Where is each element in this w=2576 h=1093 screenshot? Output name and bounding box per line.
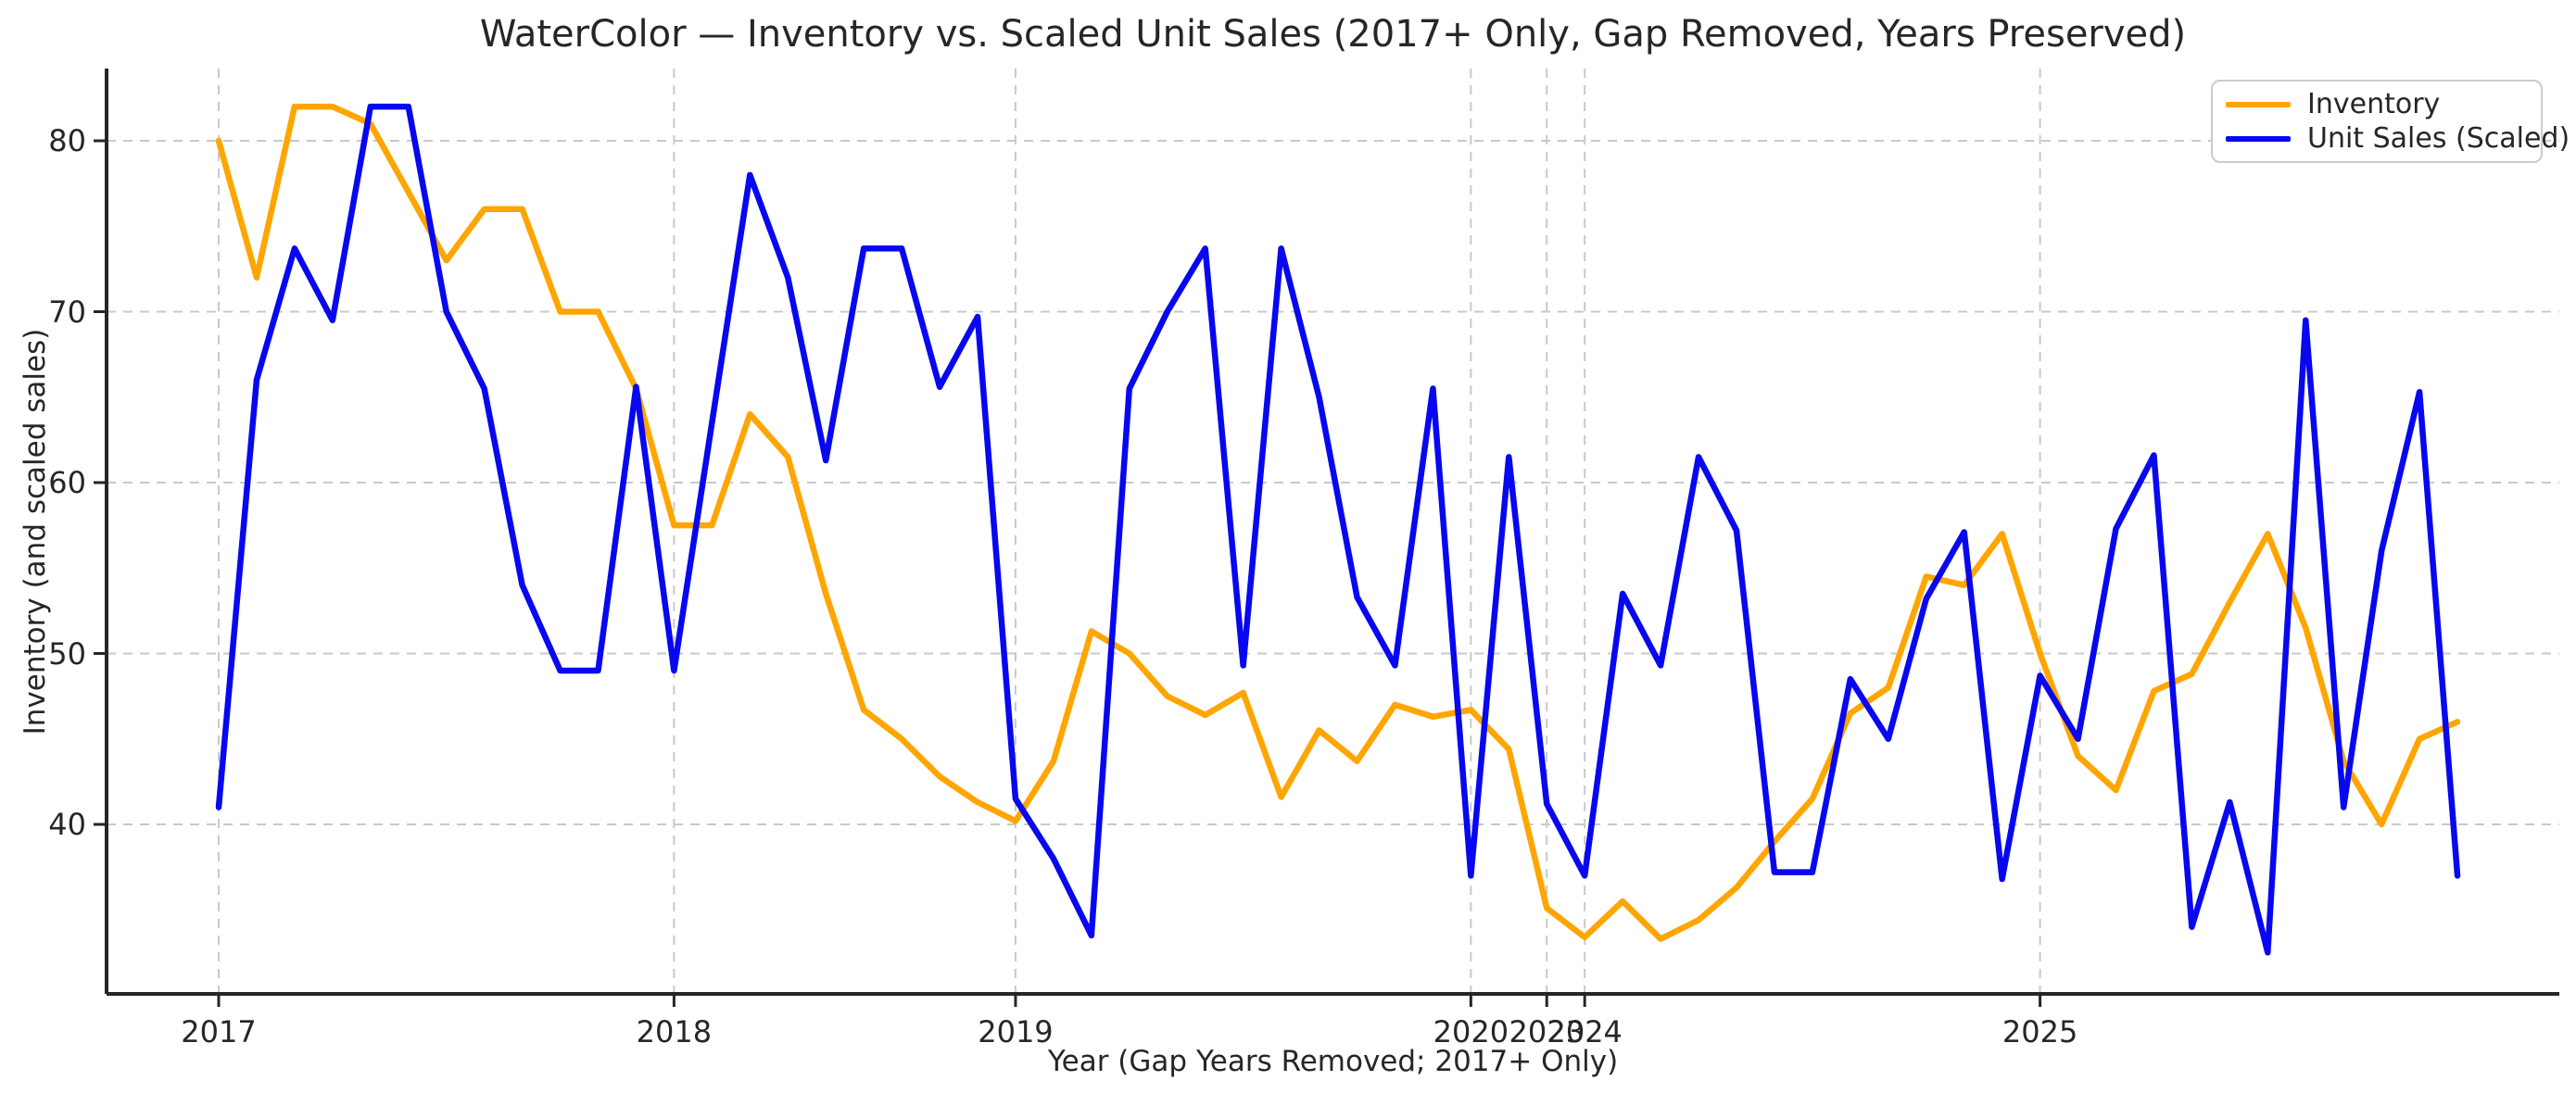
legend-item-unit-sales: Unit Sales (Scaled) <box>2226 122 2570 156</box>
x-axis-label: Year (Gap Years Removed; 2017+ Only) <box>1047 1045 1619 1078</box>
unit-sales-line <box>215 103 2461 956</box>
y-tick-label-50: 50 <box>48 635 86 672</box>
y-tick-label-60: 60 <box>48 465 86 500</box>
y-tick-label-40: 40 <box>48 807 86 842</box>
x-tick-label-2020: 2020 <box>1433 1014 1509 1049</box>
x-tick-label-2019: 2019 <box>978 1014 1054 1049</box>
x-tick-label-2023: 2023 <box>1509 1014 1585 1049</box>
legend-label-inventory: Inventory <box>2307 88 2441 120</box>
chart-title: WaterColor — Inventory vs. Scaled Unit S… <box>479 13 2187 56</box>
x-tick-label-2025: 2025 <box>2001 1014 2078 1049</box>
legend-label-unit-sales: Unit Sales (Scaled) <box>2307 122 2570 155</box>
inventory-line <box>215 103 2461 942</box>
inventory-line-swatch <box>2226 101 2291 107</box>
x-tick-label-2017: 2017 <box>181 1014 257 1049</box>
y-axis-label: Inventory (and scaled sales) <box>19 328 52 735</box>
x-tick-label-2018: 2018 <box>636 1014 713 1049</box>
legend: Inventory Unit Sales (Scaled) <box>2211 80 2570 163</box>
legend-item-inventory: Inventory <box>2226 88 2528 121</box>
x-tick-label-2024: 2024 <box>1547 1014 1623 1049</box>
y-tick-label-70: 70 <box>48 294 86 330</box>
unit-sales-line-swatch <box>2226 135 2291 142</box>
y-tick-label-80: 80 <box>48 123 86 158</box>
